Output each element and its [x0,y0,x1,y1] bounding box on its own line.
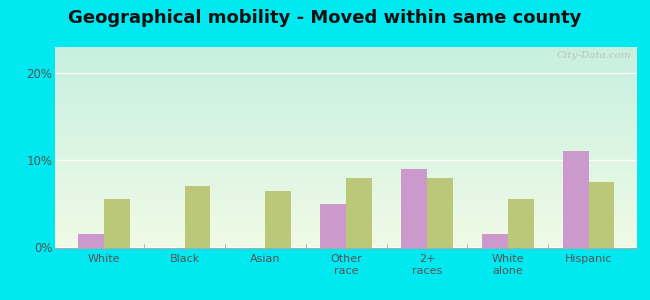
Text: City-Data.com: City-Data.com [556,50,631,59]
Bar [588,182,614,248]
Bar [104,200,129,247]
Bar [265,191,291,248]
Bar [508,200,534,247]
Bar [346,178,372,248]
Bar [401,169,427,248]
Bar [563,152,588,248]
Bar [185,186,211,248]
Bar [482,234,508,248]
Bar [320,204,346,248]
Bar [427,178,453,248]
Text: Geographical mobility - Moved within same county: Geographical mobility - Moved within sam… [68,9,582,27]
Bar [78,234,104,248]
